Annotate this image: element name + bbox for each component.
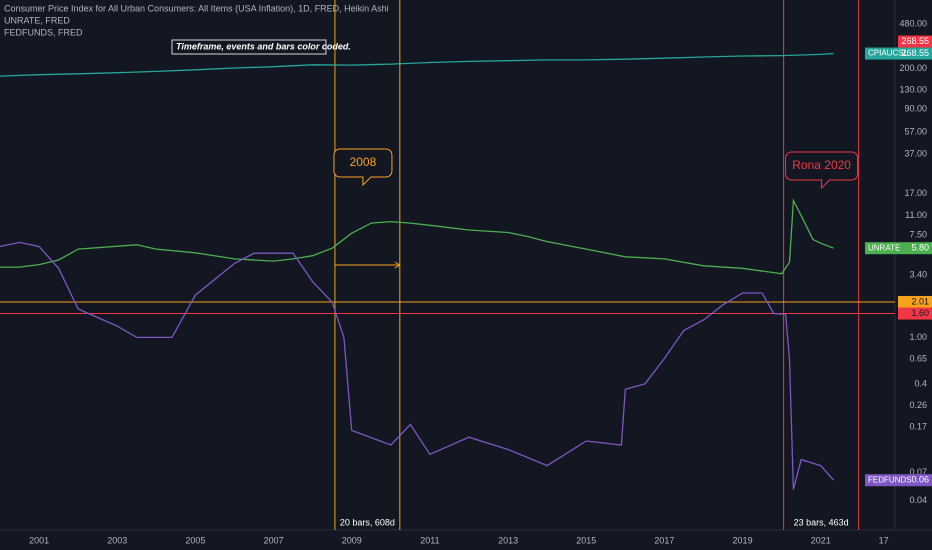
event-range-label: 20 bars, 608d xyxy=(340,517,395,527)
series-line xyxy=(0,198,834,275)
x-tick-label: 2003 xyxy=(107,535,127,545)
series-badge-name: CPIAUCSL xyxy=(868,49,909,58)
y-tick-label: 268.55 xyxy=(901,48,929,58)
x-tick-label: 2013 xyxy=(498,535,518,545)
y-tick-label: 37.00 xyxy=(904,149,927,159)
y-tick-label: 0.17 xyxy=(909,422,927,432)
x-tick-label: 2017 xyxy=(654,535,674,545)
x-tick-label: 2021 xyxy=(811,535,831,545)
price-label-bg xyxy=(898,35,932,48)
y-tick-label: 0.26 xyxy=(909,400,927,410)
series-badge xyxy=(865,474,932,487)
series-badge xyxy=(865,47,932,60)
annotation-box xyxy=(171,39,327,55)
y-tick-label: 17.00 xyxy=(904,188,927,198)
event-range-label: 23 bars, 463d xyxy=(794,517,849,527)
event-range-label-bg xyxy=(337,517,398,529)
series-line xyxy=(0,52,834,77)
annotation: Timeframe, events and bars color coded. xyxy=(176,41,351,51)
x-tick-label: 2015 xyxy=(576,535,596,545)
y-tick-label: 57.00 xyxy=(904,127,927,137)
event-range-label-bg xyxy=(791,517,852,529)
chart-title: Consumer Price Index for All Urban Consu… xyxy=(4,3,389,13)
x-tick-label: 2007 xyxy=(264,535,284,545)
subtitle: UNRATE, FRED xyxy=(4,15,70,25)
subtitle: FEDFUNDS, FRED xyxy=(4,27,83,37)
x-tick-label: 2005 xyxy=(185,535,205,545)
callout xyxy=(785,151,859,190)
y-tick-label: 130.00 xyxy=(899,85,927,95)
x-tick-label: 2011 xyxy=(420,535,439,545)
y-tick-label: 11.00 xyxy=(905,210,927,220)
y-tick-label: 1.00 xyxy=(909,332,927,342)
y-tick-label: 0.65 xyxy=(909,354,927,364)
y-tick-label: 5.80 xyxy=(911,243,929,253)
callout xyxy=(333,148,393,187)
series-badge-name: UNRATE xyxy=(868,243,900,252)
callout-text: 2008 xyxy=(350,155,377,169)
y-tick-label: 90.00 xyxy=(904,103,927,113)
y-tick-label: 0.06 xyxy=(911,475,929,485)
series-badge xyxy=(865,242,932,255)
x-tick-label: 2009 xyxy=(342,535,362,545)
price-label: 1.60 xyxy=(911,308,929,318)
x-tick-label: 2019 xyxy=(733,535,753,545)
x-tick-label: 17 xyxy=(879,535,889,545)
x-tick-label: 2001 xyxy=(29,535,49,545)
price-label: 2.01 xyxy=(911,296,929,306)
y-tick-label: 0.07 xyxy=(909,467,927,477)
y-tick-label: 7.50 xyxy=(909,230,927,240)
y-tick-label: 200.00 xyxy=(899,63,927,73)
y-tick-label: 0.04 xyxy=(909,495,927,505)
price-label-bg xyxy=(898,295,932,308)
arrow-head xyxy=(394,261,401,269)
price-label: 268.55 xyxy=(901,36,929,46)
series-line xyxy=(0,241,835,490)
series-badge-name: FEDFUNDS xyxy=(868,475,912,484)
price-label-bg xyxy=(898,307,932,320)
y-tick-label: 3.40 xyxy=(909,270,927,280)
y-tick-label: 0.4 xyxy=(914,378,927,388)
callout-text: Rona 2020 xyxy=(792,158,851,172)
y-tick-label: 480.00 xyxy=(899,18,927,28)
